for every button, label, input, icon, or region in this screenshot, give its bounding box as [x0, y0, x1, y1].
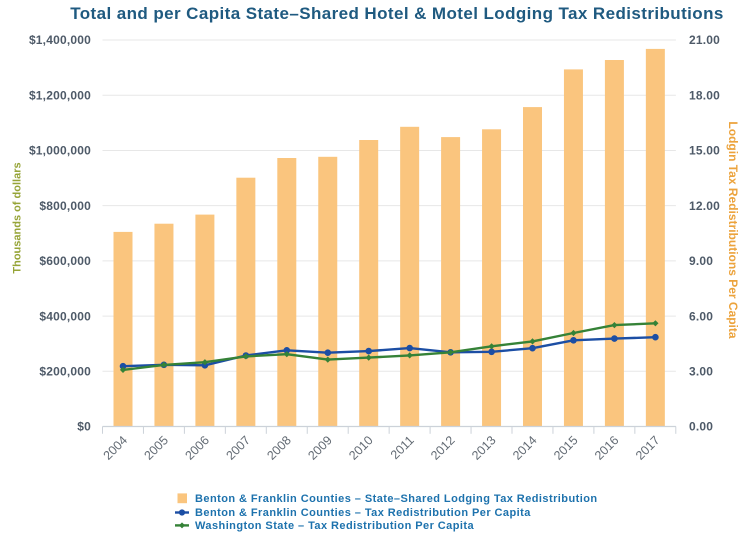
svg-text:$800,000: $800,000: [39, 199, 91, 213]
svg-text:6.00: 6.00: [689, 309, 713, 323]
svg-text:$1,400,000: $1,400,000: [29, 33, 91, 47]
svg-text:Washington State – Tax Redistr: Washington State – Tax Redistribution Pe…: [195, 520, 474, 532]
svg-text:21.00: 21.00: [689, 33, 720, 47]
svg-text:0.00: 0.00: [689, 420, 713, 434]
svg-text:$400,000: $400,000: [39, 309, 91, 323]
svg-text:$200,000: $200,000: [39, 365, 91, 379]
svg-text:Benton & Franklin Counties – T: Benton & Franklin Counties – Tax Redistr…: [195, 507, 531, 519]
svg-text:$0: $0: [77, 420, 91, 434]
svg-text:Lodgin Tax Redistributions Per: Lodgin Tax Redistributions Per Capita: [726, 121, 740, 338]
svg-text:$600,000: $600,000: [39, 254, 91, 268]
svg-text:Thousands of dollars: Thousands of dollars: [12, 162, 24, 273]
svg-text:Benton & Franklin Counties – S: Benton & Franklin Counties – State–Share…: [195, 493, 598, 505]
svg-text:$1,200,000: $1,200,000: [29, 88, 91, 102]
svg-text:12.00: 12.00: [689, 199, 720, 213]
svg-text:3.00: 3.00: [689, 365, 713, 379]
svg-text:9.00: 9.00: [689, 254, 713, 268]
svg-text:$1,000,000: $1,000,000: [29, 144, 91, 158]
svg-text:18.00: 18.00: [689, 88, 720, 102]
svg-text:Total and per Capita State–Sha: Total and per Capita State–Shared Hotel …: [70, 4, 724, 23]
svg-text:15.00: 15.00: [689, 144, 720, 158]
